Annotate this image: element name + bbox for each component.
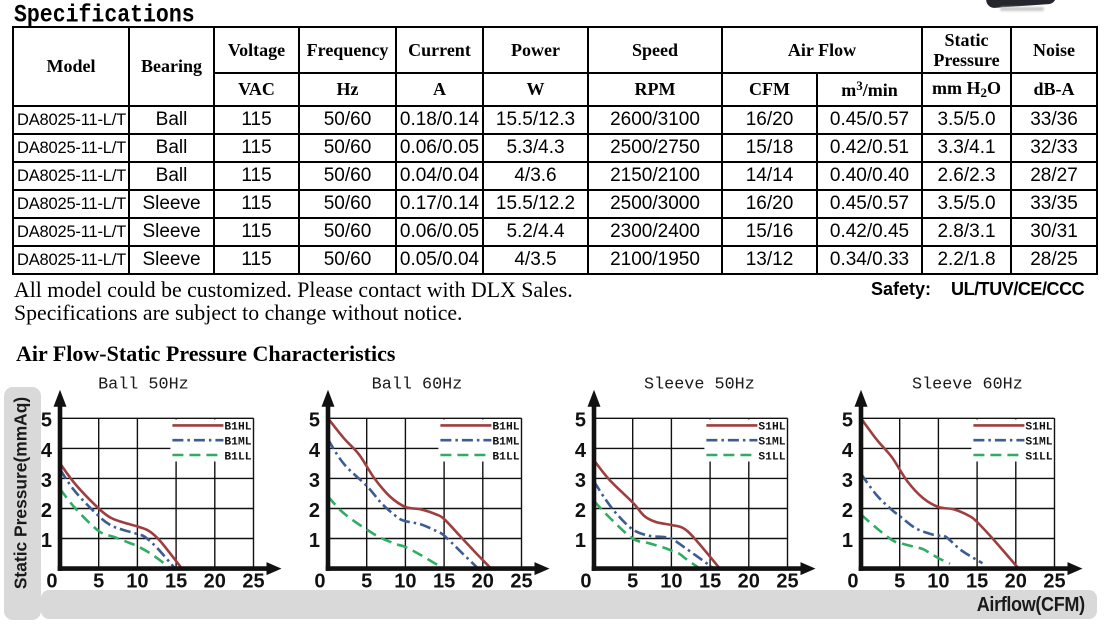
svg-text:10: 10 bbox=[927, 571, 949, 593]
svg-text:Sleeve 50Hz: Sleeve 50Hz bbox=[644, 375, 755, 394]
svg-text:4: 4 bbox=[574, 440, 586, 462]
svg-text:3: 3 bbox=[308, 470, 319, 492]
svg-text:4: 4 bbox=[40, 440, 52, 462]
svg-text:0: 0 bbox=[314, 571, 325, 593]
svg-text:Ball 50Hz: Ball 50Hz bbox=[98, 375, 189, 394]
svg-text:2: 2 bbox=[841, 500, 852, 522]
svg-text:20: 20 bbox=[1004, 571, 1026, 593]
svg-text:Ball 60Hz: Ball 60Hz bbox=[371, 375, 462, 394]
svg-text:5: 5 bbox=[40, 410, 51, 432]
svg-text:B1HL: B1HL bbox=[492, 422, 519, 434]
svg-text:3: 3 bbox=[574, 470, 585, 492]
svg-text:2: 2 bbox=[308, 500, 319, 522]
svg-text:15: 15 bbox=[966, 571, 988, 593]
svg-text:10: 10 bbox=[660, 571, 682, 593]
svg-text:5: 5 bbox=[841, 410, 852, 432]
svg-text:3: 3 bbox=[841, 470, 852, 492]
svg-text:S1ML: S1ML bbox=[758, 437, 785, 449]
svg-text:2: 2 bbox=[40, 500, 51, 522]
svg-text:Sleeve 60Hz: Sleeve 60Hz bbox=[912, 375, 1023, 394]
svg-text:10: 10 bbox=[126, 571, 148, 593]
svg-text:S1HL: S1HL bbox=[1025, 422, 1052, 434]
svg-text:B1LL: B1LL bbox=[492, 451, 519, 463]
svg-text:0: 0 bbox=[847, 571, 858, 593]
svg-text:4: 4 bbox=[841, 440, 853, 462]
svg-text:0: 0 bbox=[580, 571, 591, 593]
svg-text:S1LL: S1LL bbox=[758, 451, 785, 463]
svg-text:5: 5 bbox=[93, 571, 104, 593]
svg-text:3: 3 bbox=[40, 470, 51, 492]
svg-text:2: 2 bbox=[574, 500, 585, 522]
svg-text:1: 1 bbox=[308, 530, 319, 552]
svg-text:S1HL: S1HL bbox=[758, 422, 785, 434]
svg-text:5: 5 bbox=[574, 410, 585, 432]
svg-text:15: 15 bbox=[165, 571, 187, 593]
svg-text:25: 25 bbox=[1043, 571, 1065, 593]
svg-text:1: 1 bbox=[841, 530, 852, 552]
svg-text:20: 20 bbox=[737, 571, 759, 593]
svg-text:10: 10 bbox=[394, 571, 416, 593]
svg-text:S1LL: S1LL bbox=[1025, 451, 1052, 463]
svg-text:5: 5 bbox=[627, 571, 638, 593]
svg-text:B1HL: B1HL bbox=[224, 422, 251, 434]
svg-text:15: 15 bbox=[432, 571, 454, 593]
svg-text:4: 4 bbox=[308, 440, 320, 462]
svg-text:5: 5 bbox=[894, 571, 905, 593]
svg-text:B1ML: B1ML bbox=[492, 437, 519, 449]
svg-text:S1ML: S1ML bbox=[1025, 437, 1052, 449]
svg-text:5: 5 bbox=[361, 571, 372, 593]
svg-text:25: 25 bbox=[776, 571, 798, 593]
svg-text:25: 25 bbox=[510, 571, 532, 593]
svg-text:B1ML: B1ML bbox=[224, 437, 251, 449]
svg-text:25: 25 bbox=[242, 571, 264, 593]
svg-text:20: 20 bbox=[471, 571, 493, 593]
svg-text:1: 1 bbox=[40, 530, 51, 552]
svg-text:5: 5 bbox=[308, 410, 319, 432]
svg-text:B1LL: B1LL bbox=[224, 451, 251, 463]
svg-text:1: 1 bbox=[574, 530, 585, 552]
svg-text:15: 15 bbox=[699, 571, 721, 593]
svg-text:0: 0 bbox=[46, 571, 57, 593]
svg-text:20: 20 bbox=[203, 571, 225, 593]
